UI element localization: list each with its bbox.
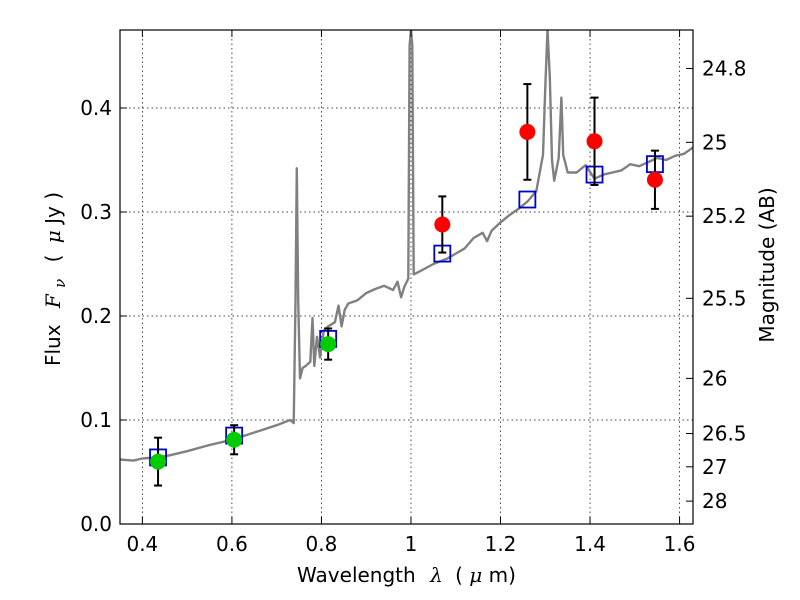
y-axis-label-unit-mu: μ <box>41 230 65 243</box>
x-axis-label-unit-open: ( <box>455 563 463 587</box>
y2-tick-label: 25 <box>702 130 727 154</box>
y-axis-label-unit-rest: Jy ) <box>41 192 65 226</box>
y-tick-label: 0.3 <box>80 200 112 224</box>
y2-tick-label: 24.8 <box>702 56 747 80</box>
x-axis-label-text: Wavelength <box>297 563 416 587</box>
x-tick-label: 0.6 <box>216 532 248 556</box>
y-tick-label: 0.0 <box>80 512 112 536</box>
optical-detection-point <box>226 431 243 448</box>
x-tick-label: 1 <box>405 532 418 556</box>
optical-detection-point <box>320 336 337 353</box>
y2-tick-label: 26.5 <box>702 422 747 446</box>
optical-detection-point <box>150 453 167 470</box>
y2-tick-label: 25.2 <box>702 204 747 228</box>
spectrum-line <box>120 30 693 462</box>
y2-axis-label: Magnitude (AB) <box>755 187 779 342</box>
y-axis-label: Flux F ν ( μ Jy ) <box>41 192 70 366</box>
nir-detection-point <box>519 123 536 140</box>
plot-area <box>120 30 693 487</box>
y-tick-label: 0.4 <box>80 96 112 120</box>
y2-tick-label: 25.5 <box>702 286 747 310</box>
y-axis-label-unit-open: ( <box>41 255 65 263</box>
y-axis-label-subscript: ν <box>51 279 69 288</box>
x-axis-label-symbol: λ <box>429 563 443 587</box>
plot-frame <box>119 29 694 525</box>
y2-tick-label: 28 <box>702 489 727 513</box>
x-tick-label: 1.4 <box>574 532 606 556</box>
nir-detection-point <box>586 133 603 150</box>
x-tick-label: 1.2 <box>485 532 517 556</box>
x-axis-label-unit-mu: μ <box>469 563 482 587</box>
x-axis-label-unit-rest: m) <box>489 563 516 587</box>
y2-tick-label: 26 <box>702 366 727 390</box>
nir-detection-point <box>434 216 451 233</box>
axis-ticks: 0.4 0.6 0.8 1 1.2 1.4 1.6 0.0 0.1 0.2 0.3 0.4 24.8 25… <box>80 30 747 556</box>
x-tick-label: 0.4 <box>126 532 158 556</box>
x-axis-label: Wavelength λ ( μ m) <box>297 563 516 587</box>
y-axis-label-symbol: F <box>41 293 65 309</box>
y-tick-label: 0.1 <box>80 408 112 432</box>
x-tick-label: 1.6 <box>664 532 696 556</box>
x-tick-label: 0.8 <box>306 532 338 556</box>
y-axis-label-text: Flux <box>41 324 65 366</box>
model-photometry-square <box>518 190 537 209</box>
y2-tick-label: 27 <box>702 455 727 479</box>
y-tick-label: 0.2 <box>80 304 112 328</box>
nir-detection-point <box>646 171 663 188</box>
